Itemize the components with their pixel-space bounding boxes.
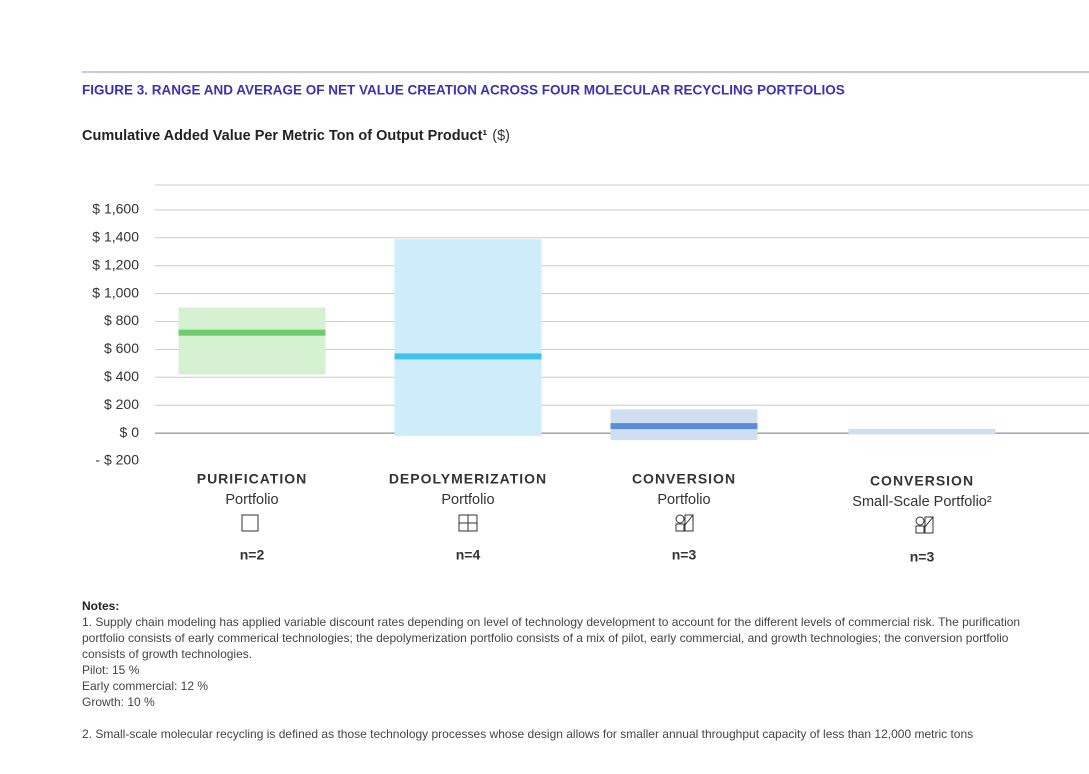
note: Early commercial: 12 % bbox=[82, 679, 209, 693]
n-label: n=3 bbox=[672, 547, 697, 563]
notes: Notes: 1. Supply chain modeling has appl… bbox=[82, 598, 1027, 742]
y-tick-label: $ 800 bbox=[104, 312, 139, 328]
y-tick-label: $ 1,400 bbox=[92, 229, 139, 245]
icon-conversion bbox=[675, 514, 694, 532]
range-bar bbox=[848, 428, 996, 435]
y-axis-label: Cumulative Added Value Per Metric Ton of… bbox=[82, 128, 510, 144]
y-tick-label: $ 1,600 bbox=[92, 201, 139, 217]
icons bbox=[241, 514, 934, 534]
chart: FIGURE 3. RANGE AND AVERAGE OF NET VALUE… bbox=[82, 71, 1089, 565]
n-label: n=2 bbox=[240, 547, 265, 563]
subcategory-label: Portfolio bbox=[441, 492, 494, 508]
n-label: n=3 bbox=[910, 549, 935, 565]
note: 1. Supply chain modeling has applied var… bbox=[82, 615, 1021, 661]
category-label: PURIFICATION bbox=[197, 471, 308, 487]
subcategory-label: Portfolio bbox=[225, 492, 278, 508]
range-bar bbox=[178, 307, 326, 375]
average-line bbox=[610, 423, 758, 430]
note: 2. Small-scale molecular recycling is de… bbox=[82, 727, 974, 741]
y-tick-label: $ 400 bbox=[104, 368, 139, 384]
y-tick-label: $ 1,000 bbox=[92, 284, 139, 300]
notes-title: Notes: bbox=[82, 599, 120, 613]
icon-depolymerization bbox=[458, 514, 478, 532]
subcategory-label: Portfolio bbox=[657, 492, 710, 508]
range-bar bbox=[394, 239, 542, 436]
y-unit: ($) bbox=[492, 128, 510, 144]
category-label: DEPOLYMERIZATION bbox=[389, 471, 547, 487]
icon-purification bbox=[241, 514, 259, 532]
y-tick-label: - $ 200 bbox=[95, 452, 139, 468]
y-label: Cumulative Added Value Per Metric Ton of… bbox=[82, 128, 487, 144]
n-label: n=4 bbox=[456, 547, 481, 563]
note: Growth: 10 % bbox=[82, 695, 155, 709]
average-line bbox=[178, 329, 326, 336]
y-tick-label: $ 600 bbox=[104, 340, 139, 356]
y-tick-label: $ 0 bbox=[120, 424, 140, 440]
subcategory-label: Small-Scale Portfolio² bbox=[852, 494, 992, 510]
note: Pilot: 15 % bbox=[82, 663, 140, 677]
category-label: CONVERSION bbox=[870, 473, 974, 489]
chart-title: FIGURE 3. RANGE AND AVERAGE OF NET VALUE… bbox=[82, 83, 845, 98]
category-label: CONVERSION bbox=[632, 471, 736, 487]
icon-conversion-small bbox=[915, 516, 934, 534]
y-tick-label: $ 200 bbox=[104, 396, 139, 412]
average-line bbox=[394, 353, 542, 360]
y-tick-label: $ 1,200 bbox=[92, 256, 139, 272]
